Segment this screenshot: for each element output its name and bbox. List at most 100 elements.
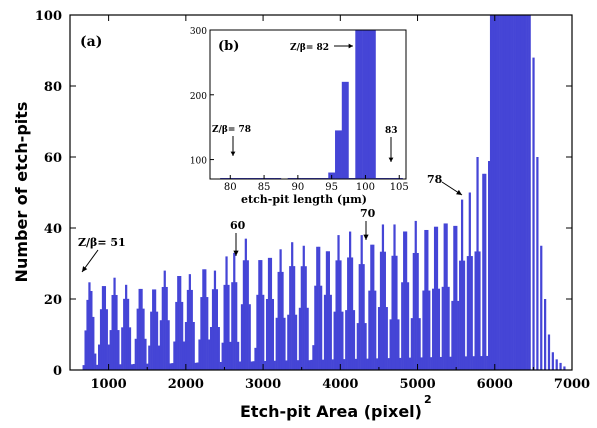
histogram-bar (273, 360, 276, 370)
histogram-bar (126, 298, 130, 370)
histogram-bar (459, 260, 462, 370)
inset-annotation-arrow-head (348, 43, 353, 49)
inset-x-tick-label: 85 (258, 182, 271, 193)
histogram-bar (480, 356, 483, 370)
histogram-bar (94, 353, 97, 370)
histogram-bar (219, 361, 222, 370)
histogram-bar (451, 300, 454, 370)
main-axis-ticks: 1000 2000 3000 4000 5000 6000 7000 0 20 40 60 80 100 (35, 9, 590, 392)
histogram-bar (119, 364, 122, 370)
histogram-bar (489, 15, 493, 370)
histogram-bar (551, 352, 554, 370)
histogram-bar (130, 364, 134, 370)
histogram-bar (252, 361, 255, 370)
annotation-arrow-head (233, 250, 239, 256)
histogram-bar (478, 251, 481, 370)
histogram-bar (368, 290, 371, 370)
histogram-bar (152, 289, 155, 370)
histogram-bar (289, 266, 292, 370)
histogram-bar (96, 364, 99, 370)
histogram-bar (377, 307, 381, 370)
histogram-bar (507, 15, 510, 370)
histogram-bar (298, 307, 302, 370)
histogram-bar (123, 298, 126, 370)
histogram-bar (208, 339, 211, 370)
main-x-axis-label: Etch-pit Area (pixel) (240, 402, 422, 421)
histogram-bar (321, 359, 325, 370)
histogram-bar (293, 266, 296, 370)
histogram-bar (441, 286, 444, 370)
histogram-bar (121, 327, 124, 370)
main-panel: 1000 2000 3000 4000 5000 6000 7000020406080100… (12, 9, 590, 421)
histogram-bar (381, 224, 385, 370)
histogram-bar (364, 323, 367, 370)
histogram-bar (217, 327, 220, 370)
y-tick-label: 40 (44, 222, 62, 237)
histogram-bar (144, 338, 147, 370)
histogram-bar (157, 345, 161, 370)
histogram-bar (532, 57, 535, 370)
histogram-bar (265, 298, 269, 370)
histogram-bar (526, 15, 529, 370)
histogram-bar (128, 327, 132, 370)
histogram-bar (310, 359, 313, 370)
histogram-bar (215, 289, 218, 370)
histogram-bar (206, 297, 209, 370)
histogram-bar (103, 286, 107, 370)
histogram-bar (287, 314, 290, 370)
histogram-bar (433, 226, 437, 370)
histogram-bar (134, 338, 137, 370)
histogram-bar (420, 357, 423, 370)
histogram-bar (167, 320, 170, 370)
histogram-bar (198, 339, 201, 370)
histogram-bar (279, 249, 282, 370)
histogram-bar (372, 244, 375, 370)
histogram-bar (536, 157, 539, 370)
histogram-bar (111, 294, 114, 370)
histogram-bar (495, 15, 498, 370)
histogram-bar (86, 299, 89, 370)
histogram-bar (497, 15, 500, 370)
histogram-bar (258, 260, 261, 370)
histogram-bar (260, 260, 263, 370)
histogram-bar (501, 15, 504, 370)
x-tick-label: 1000 (91, 377, 127, 392)
histogram-bar (159, 320, 163, 370)
histogram-bar (343, 359, 346, 370)
histogram-bar (153, 289, 157, 370)
histogram-bar (447, 286, 450, 370)
histogram-bar (109, 330, 112, 370)
histogram-bar (314, 285, 317, 370)
inset-x-axis-label: etch-pit length (μm) (241, 193, 367, 206)
main-y-axis-label: Number of etch-pits (12, 102, 31, 283)
inset-bar (362, 30, 370, 179)
histogram-bar (414, 220, 417, 370)
histogram-bar (267, 257, 271, 370)
histogram-bar (379, 251, 383, 370)
histogram-bar (439, 356, 442, 370)
histogram-bar (515, 15, 518, 370)
histogram-bar (233, 252, 236, 370)
histogram-bar (140, 288, 143, 370)
histogram-bar (524, 15, 527, 370)
histogram-bar (449, 356, 452, 370)
x-tick-label: 7000 (554, 377, 590, 392)
histogram-bar (202, 269, 205, 370)
histogram-bar (148, 345, 151, 370)
histogram-bar (88, 282, 91, 370)
histogram-bar (177, 276, 180, 370)
histogram-bar (455, 225, 458, 370)
histogram-bar (327, 251, 330, 370)
y-tick-label: 80 (44, 80, 62, 95)
histogram-bar (200, 297, 203, 370)
histogram-bar (99, 309, 103, 370)
histogram-bar (472, 356, 475, 370)
histogram-bar (559, 362, 562, 370)
histogram-bar (165, 286, 168, 370)
histogram-bar (356, 323, 359, 370)
histogram-bar (264, 360, 267, 370)
histogram-bar (138, 288, 141, 370)
histogram-bar (163, 270, 166, 370)
histogram-bar (424, 229, 427, 370)
histogram-bar (503, 15, 506, 370)
